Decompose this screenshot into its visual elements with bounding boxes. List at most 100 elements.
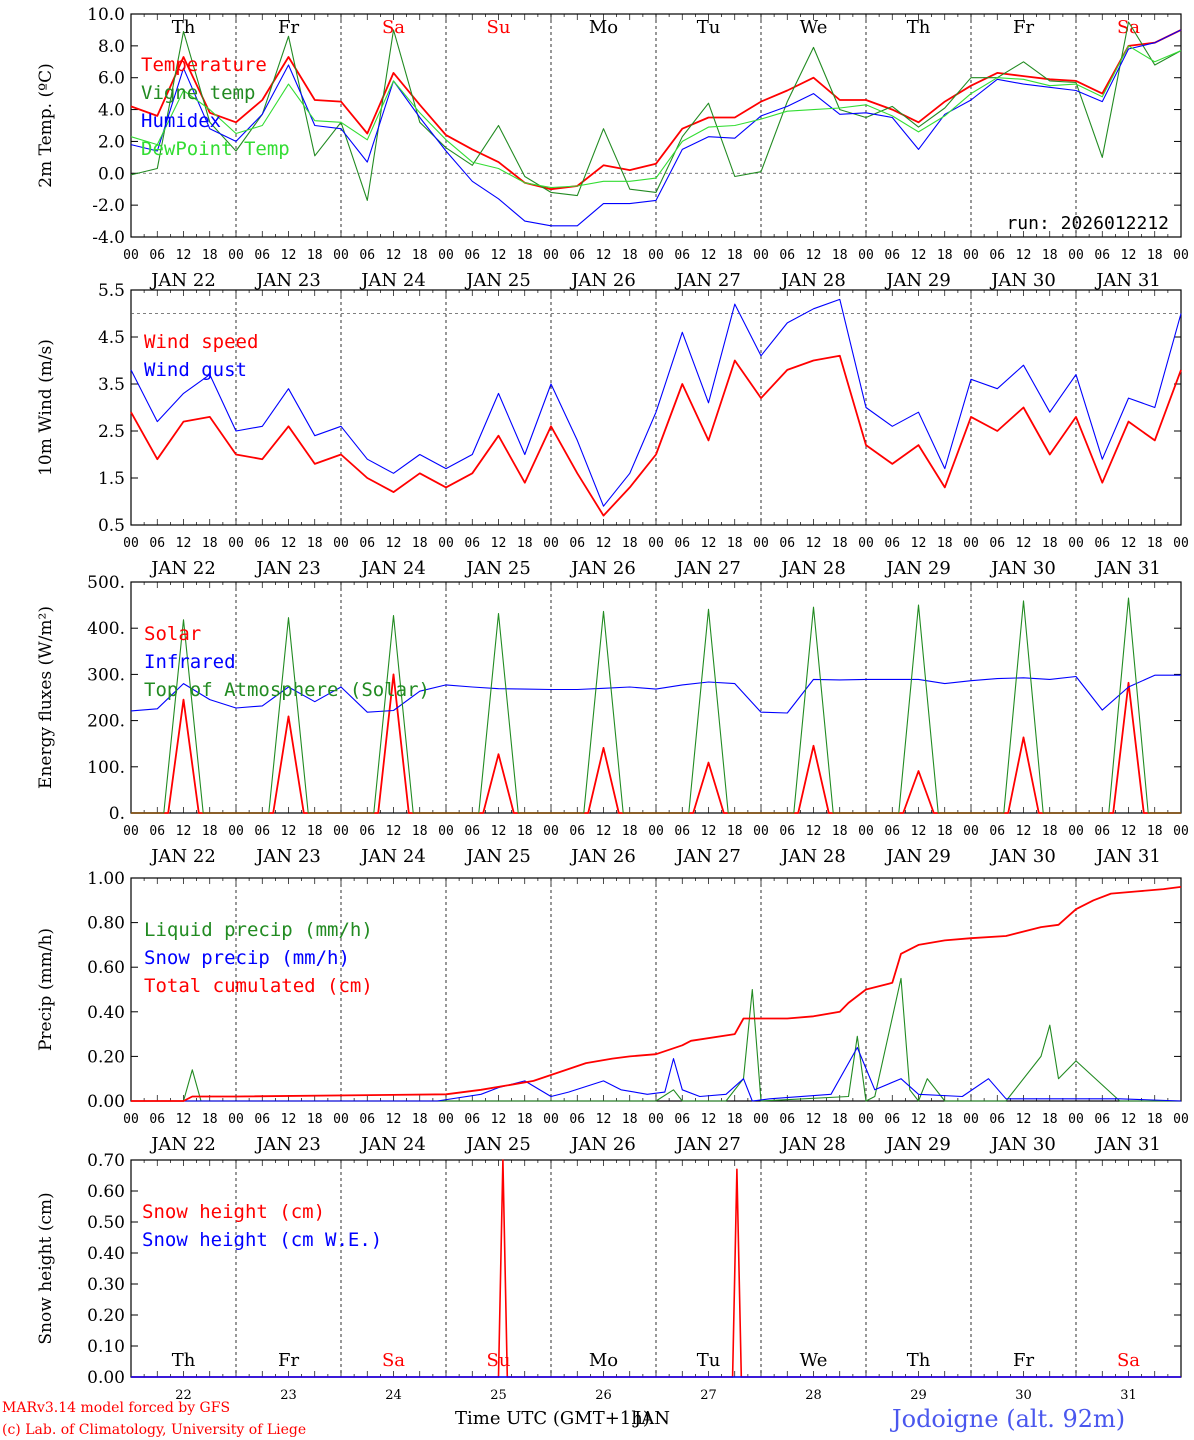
hour-tick-label: 18 [202, 824, 218, 839]
hour-tick-label: 00 [438, 1112, 454, 1127]
y-axis-label: Energy fluxes (W/m²) [36, 606, 56, 789]
y-tick-label: 5.5 [98, 281, 125, 301]
hour-tick-label: 06 [989, 248, 1005, 263]
date-label: JAN 29 [884, 270, 951, 291]
legend-entry: Wind speed [144, 331, 258, 353]
hour-tick-label: 00 [1068, 1112, 1084, 1127]
date-label: JAN 31 [1094, 270, 1161, 291]
hour-tick-label: 06 [464, 536, 480, 551]
hour-tick-label: 18 [1042, 536, 1058, 551]
legend-entry: Temperature [141, 54, 267, 76]
y-tick-label: 400. [87, 619, 125, 639]
hour-tick-label: 06 [989, 536, 1005, 551]
date-label: JAN 22 [149, 846, 216, 867]
date-label: JAN 26 [569, 846, 636, 867]
date-label: JAN 31 [1094, 846, 1161, 867]
date-label: JAN 30 [989, 846, 1056, 867]
hour-tick-label: 12 [491, 1112, 507, 1127]
panel-wind: 5.5 4.5 3.5 2.5 1.5 0.5 10m Wind (m/s) 00 06 12 18… [36, 281, 1189, 579]
hour-tick-label: 06 [254, 248, 270, 263]
hour-tick-label: 06 [884, 1112, 900, 1127]
weekday-label: Sa [1117, 1350, 1140, 1371]
y-tick-label: 2.0 [98, 132, 125, 152]
hour-tick-label: 12 [701, 536, 717, 551]
hour-tick-label: 00 [123, 824, 139, 839]
legend-entry: Humidex [141, 110, 221, 132]
date-label: JAN 25 [464, 846, 531, 867]
date-label: JAN 26 [569, 1134, 636, 1155]
y-tick-label: 1.5 [98, 469, 125, 489]
hour-tick-label: 12 [176, 1112, 192, 1127]
day-number-label: 30 [1015, 1388, 1032, 1403]
weekday-label: Fr [1013, 17, 1034, 38]
hour-tick-label: 18 [202, 248, 218, 263]
date-label: JAN 28 [779, 270, 846, 291]
legend-entry: DewPoint Temp [141, 138, 290, 160]
hour-tick-label: 12 [1121, 248, 1137, 263]
hour-tick-label: 18 [937, 1112, 953, 1127]
hour-tick-label: 06 [359, 1112, 375, 1127]
y-tick-label: 0.40 [87, 1244, 125, 1264]
y-tick-label: 0.30 [87, 1275, 125, 1295]
series-line-vigne-temp [130, 21, 1182, 201]
panel-temperature: 10.0 8.0 6.0 4.0 2.0 0.0 -2.0 -4.0 2m Temp. (ºC)… [36, 5, 1189, 291]
y-axis-label: 10m Wind (m/s) [36, 339, 56, 476]
weekday-label: Sa [382, 17, 405, 38]
hour-tick-label: 12 [596, 248, 612, 263]
weekday-label: Tu [697, 17, 721, 38]
hour-tick-label: 18 [1147, 824, 1163, 839]
weekday-label: Fr [1013, 1350, 1034, 1371]
legend-entry: Wind gust [144, 359, 247, 381]
hour-tick-label: 12 [911, 824, 927, 839]
hour-tick-label: 12 [596, 1112, 612, 1127]
date-label: JAN 25 [464, 270, 531, 291]
date-label: JAN 22 [149, 558, 216, 579]
series-line-snow-precip-mm-h- [131, 1046, 1182, 1102]
date-label: JAN 24 [359, 846, 426, 867]
hour-tick-label: 06 [359, 248, 375, 263]
date-label: JAN 30 [989, 558, 1056, 579]
weekday-label: Sa [382, 1350, 405, 1371]
hour-tick-label: 00 [753, 536, 769, 551]
hour-tick-label: 00 [858, 248, 874, 263]
hour-tick-label: 18 [622, 1112, 638, 1127]
hour-tick-label: 18 [517, 536, 533, 551]
hour-tick-label: 18 [517, 824, 533, 839]
hour-tick-label: 12 [596, 536, 612, 551]
day-number-label: 25 [490, 1388, 507, 1403]
hour-tick-label: 18 [412, 536, 428, 551]
weekday-label: Fr [278, 1350, 299, 1371]
hour-tick-label: 00 [438, 824, 454, 839]
hour-tick-label: 18 [1042, 1112, 1058, 1127]
hour-tick-label: 00 [1173, 536, 1189, 551]
hour-tick-label: 18 [1042, 248, 1058, 263]
date-label: JAN 29 [884, 558, 951, 579]
y-tick-label: 0.40 [87, 1003, 125, 1023]
legend-entry: Vigne temp [141, 82, 255, 104]
weekday-label: We [800, 17, 828, 38]
hour-tick-label: 06 [674, 824, 690, 839]
hour-tick-label: 00 [123, 1112, 139, 1127]
hour-tick-label: 06 [464, 1112, 480, 1127]
hour-tick-label: 12 [701, 248, 717, 263]
y-tick-label: 0. [109, 804, 125, 824]
y-tick-label: -4.0 [92, 228, 125, 248]
series-line-total-cumulated-cm- [131, 886, 1182, 1102]
hour-tick-label: 00 [963, 536, 979, 551]
date-label: JAN 31 [1094, 1134, 1161, 1155]
weekday-label: Th [907, 1350, 931, 1371]
hour-tick-label: 00 [543, 536, 559, 551]
date-label: JAN 23 [254, 846, 321, 867]
hour-tick-label: 06 [779, 1112, 795, 1127]
hour-tick-label: 18 [622, 248, 638, 263]
legend-entry: Infrared [144, 651, 236, 673]
y-tick-label: 0.70 [87, 1151, 125, 1171]
hour-tick-label: 18 [412, 248, 428, 263]
hour-tick-label: 12 [1121, 824, 1137, 839]
day-number-label: 22 [175, 1388, 192, 1403]
hour-tick-label: 12 [911, 1112, 927, 1127]
weekday-label: Th [172, 17, 196, 38]
hour-tick-label: 18 [307, 824, 323, 839]
hour-tick-label: 12 [701, 824, 717, 839]
lab-credit: (c) Lab. of Climatology, University of L… [2, 1422, 306, 1438]
